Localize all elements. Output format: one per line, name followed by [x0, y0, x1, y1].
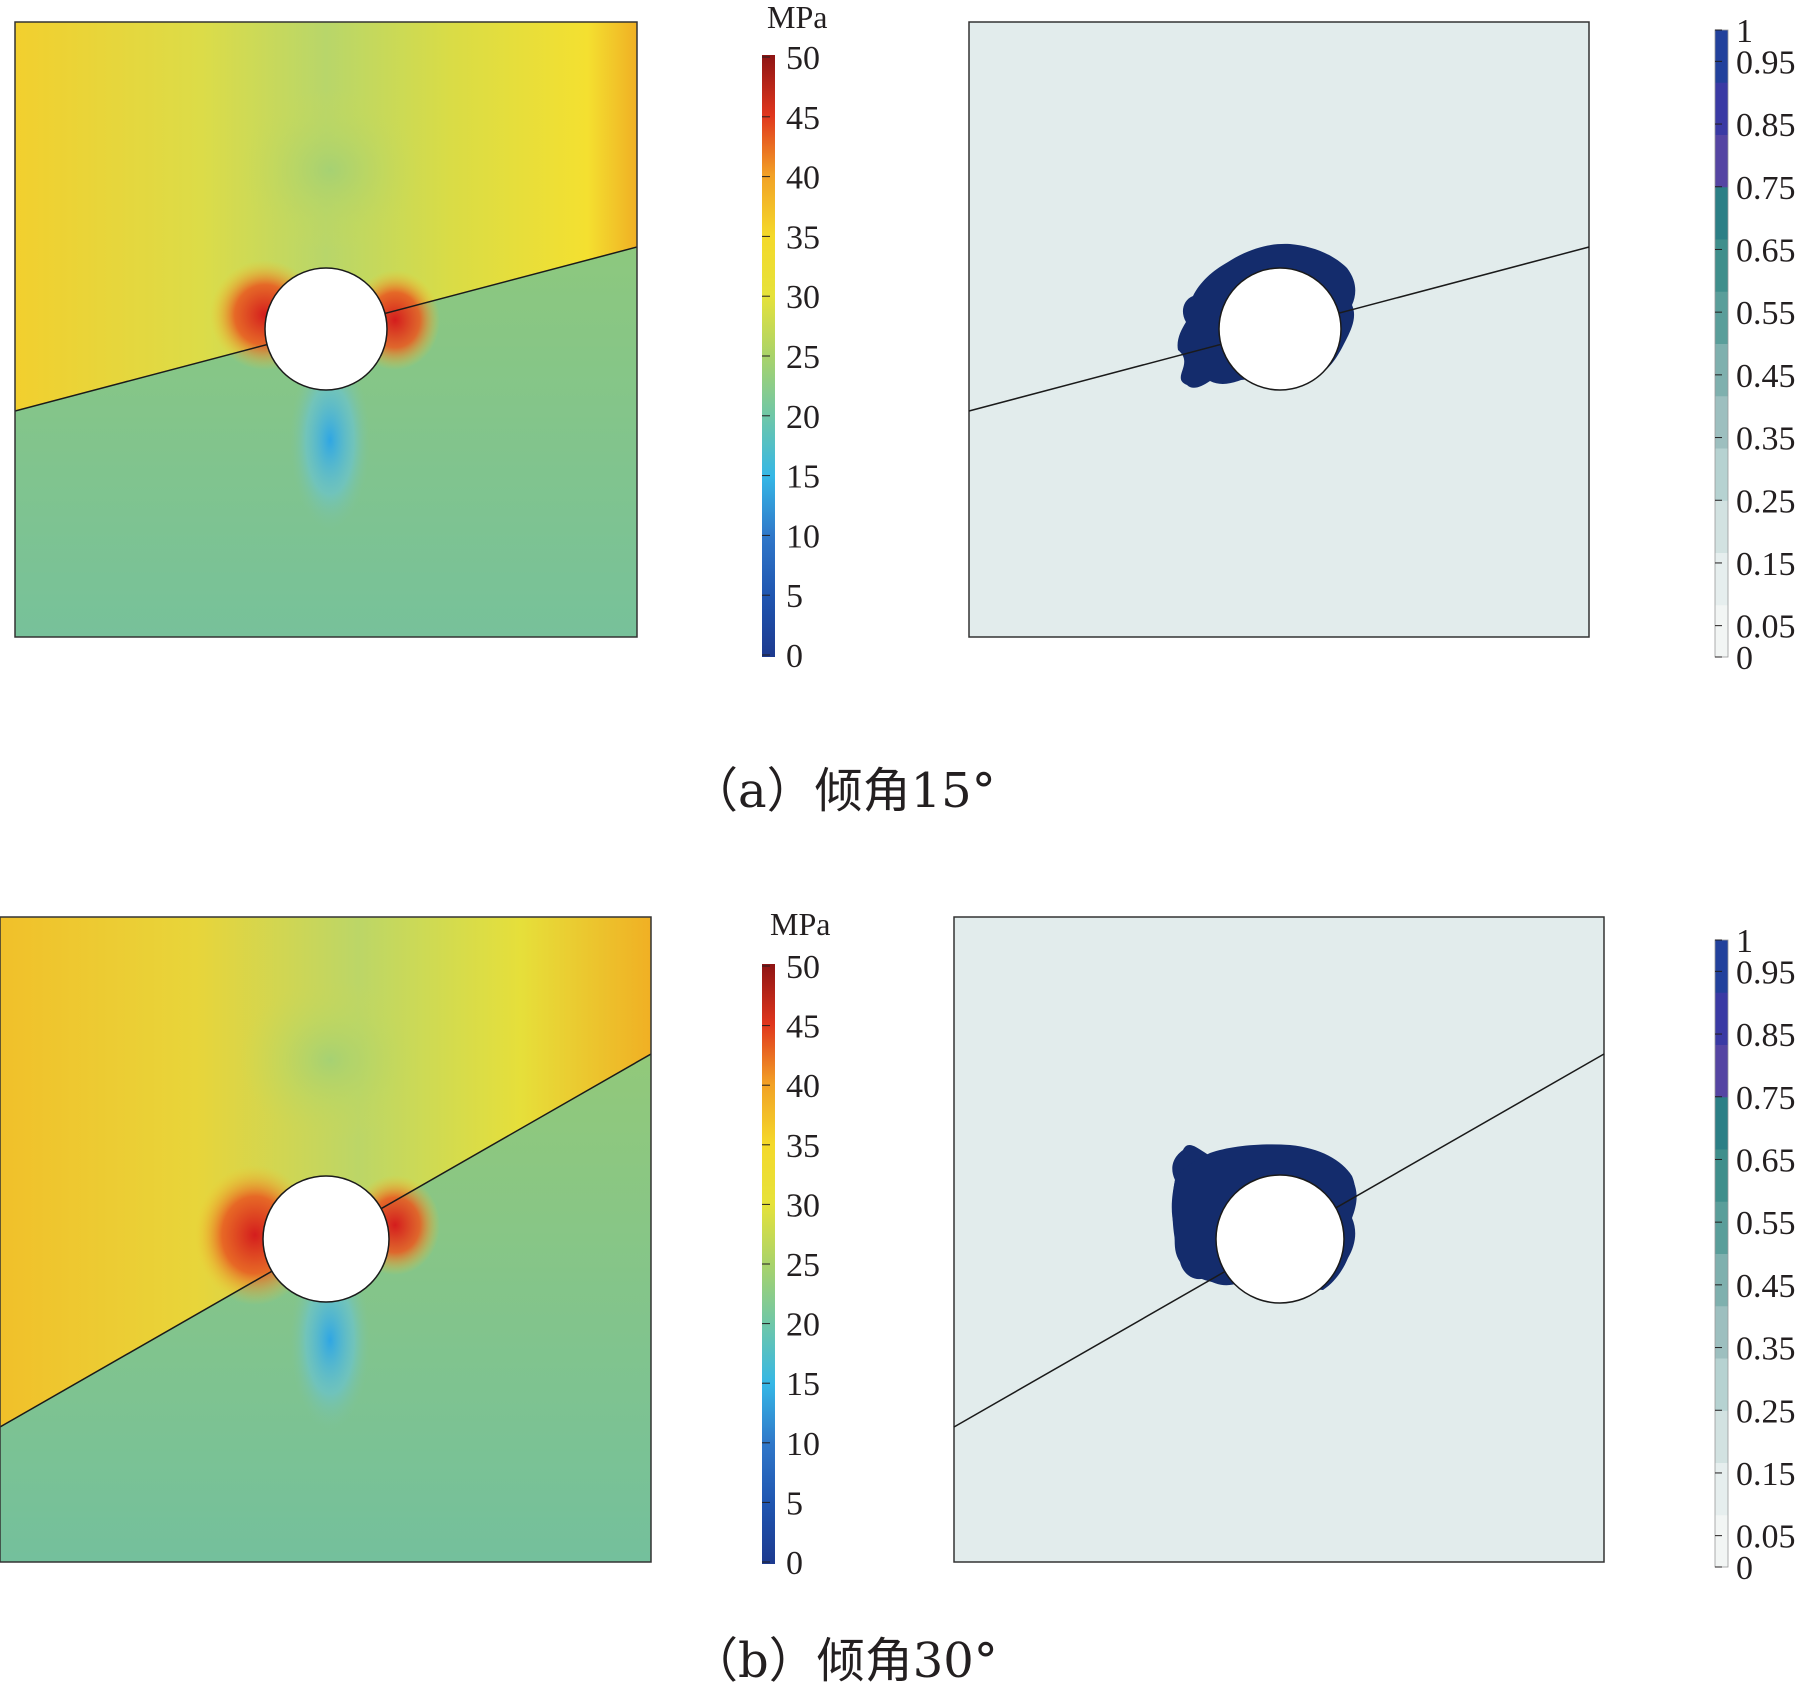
colorbar-band [1715, 552, 1728, 606]
colorbar-band [1715, 1305, 1728, 1359]
colorbar-band [1715, 1514, 1728, 1568]
colorbar-tick-label: 0.05 [1736, 1519, 1796, 1556]
colorbar-tick-label: 0.35 [1736, 421, 1796, 458]
colorbar-tick-label: 0.55 [1736, 295, 1796, 332]
colorbar-tick-label: 10 [786, 518, 820, 555]
colorbar-tick-label: 0.25 [1736, 1393, 1796, 1430]
colorbar-band [1715, 1096, 1728, 1150]
colorbar-tick-label: 30 [786, 279, 820, 316]
colorbar-tick-label: 0.05 [1736, 609, 1796, 646]
tunnel-opening [264, 267, 388, 391]
colorbar-tick-label: 0.25 [1736, 483, 1796, 520]
colorbar-tick-label: 0 [1736, 640, 1753, 677]
damage-field-plot [953, 916, 1605, 1563]
colorbar-band [1715, 1358, 1728, 1411]
colorbar-tick-label: 40 [786, 1068, 820, 1105]
colorbar-tick-label: 0.85 [1736, 1017, 1796, 1054]
colorbar-tick-label: 0.15 [1736, 1456, 1796, 1493]
colorbar-tick-label: 45 [786, 1009, 820, 1046]
colorbar-band [1715, 343, 1728, 397]
colorbar-band [1715, 992, 1728, 1045]
colorbar-tick-label: 25 [786, 1247, 820, 1284]
colorbar-tick-label: 20 [786, 399, 820, 436]
panel-caption: （a）倾角15° [690, 763, 996, 819]
colorbar-tick-label: 0.85 [1736, 107, 1796, 144]
colorbar-band [1715, 500, 1728, 553]
colorbar-band [1715, 82, 1728, 135]
colorbar-band [1715, 291, 1728, 344]
stress-field-plot [15, 22, 637, 637]
colorbar-tick-label: 10 [786, 1426, 820, 1463]
colorbar-tick-label: 0.75 [1736, 1080, 1796, 1117]
colorbar-band [1715, 1462, 1728, 1516]
stress-colorbar: MPa 0 5 10 15 20 25 30 35 40 45 50 [762, 0, 827, 675]
colorbar-tick-label: 5 [786, 1485, 803, 1522]
damage-colorbar: 00.05 0.15 0.25 0.35 0.45 0.55 0.65 0.75 0.85 0.9… [1714, 923, 1796, 1587]
damage-field-plot [968, 21, 1590, 638]
tunnel-opening [1218, 267, 1342, 391]
colorbar-tick-label: 35 [786, 219, 820, 256]
colorbar-tick-label: 0.55 [1736, 1205, 1796, 1242]
colorbar-band [1715, 30, 1728, 83]
colorbar-band [1715, 1410, 1728, 1463]
colorbar-tick-label: 0.35 [1736, 1331, 1796, 1368]
colorbar-tick-label: 0.45 [1736, 1268, 1796, 1305]
panel-caption: （b）倾角30° [690, 1633, 998, 1689]
colorbar-tick-label: 1 [1736, 13, 1753, 50]
colorbar-band [1715, 604, 1728, 658]
colorbar-tick-label: 45 [786, 100, 820, 137]
damage-colorbar: 00.05 0.15 0.25 0.35 0.45 0.55 0.65 0.75 0.85 0.9… [1714, 13, 1796, 677]
colorbar-unit-label: MPa [770, 906, 830, 942]
colorbar-tick-label: 0 [786, 638, 803, 675]
colorbar-tick-label: 35 [786, 1128, 820, 1165]
colorbar-tick-label: 0.95 [1736, 44, 1796, 81]
colorbar-tick-label: 0.95 [1736, 954, 1796, 991]
stress-colorbar: MPa 0 5 10 15 20 25 30 35 40 45 50 [762, 906, 830, 1582]
colorbar-tick-label: 0.65 [1736, 1142, 1796, 1179]
stress-field-plot [0, 917, 651, 1562]
colorbar-band [1715, 1149, 1728, 1202]
colorbar-tick-label: 20 [786, 1307, 820, 1344]
colorbar-band [1715, 1201, 1728, 1254]
colorbar-band [1715, 1253, 1728, 1307]
colorbar-tick-label: 15 [786, 1366, 820, 1403]
colorbar-tick-label: 30 [786, 1187, 820, 1224]
colorbar-band [1715, 239, 1728, 292]
colorbar-tick-label: 25 [786, 339, 820, 376]
tunnel-opening [262, 1175, 390, 1303]
colorbar-band [1715, 395, 1728, 449]
colorbar-band [1715, 134, 1728, 188]
colorbar-tick-label: 0.65 [1736, 232, 1796, 269]
colorbar-tick-label: 0 [786, 1545, 803, 1582]
colorbar-tick-label: 1 [1736, 923, 1753, 960]
colorbar-band [1715, 1044, 1728, 1098]
colorbar-band [1715, 940, 1728, 993]
colorbar-tick-label: 0 [1736, 1550, 1753, 1587]
tunnel-opening [1215, 1174, 1345, 1304]
colorbar-band [1715, 448, 1728, 501]
colorbar-tick-label: 40 [786, 160, 820, 197]
colorbar-tick-label: 0.75 [1736, 170, 1796, 207]
colorbar-tick-label: 15 [786, 459, 820, 496]
colorbar-tick-label: 5 [786, 578, 803, 615]
colorbar-unit-label: MPa [767, 0, 827, 35]
colorbar-band [1715, 186, 1728, 240]
colorbar-tick-label: 50 [786, 949, 820, 986]
colorbar-tick-label: 0.15 [1736, 546, 1796, 583]
colorbar-tick-label: 50 [786, 40, 820, 77]
colorbar-tick-label: 0.45 [1736, 358, 1796, 395]
